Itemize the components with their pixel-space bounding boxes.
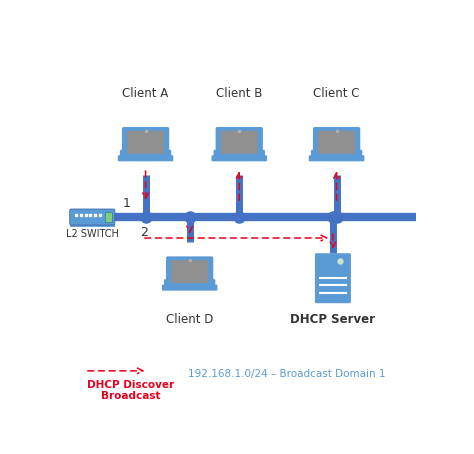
FancyBboxPatch shape <box>311 150 362 159</box>
FancyBboxPatch shape <box>211 155 267 161</box>
Text: 192.168.1.0/24 – Broadcast Domain 1: 192.168.1.0/24 – Broadcast Domain 1 <box>188 370 385 380</box>
Text: 1: 1 <box>123 197 131 210</box>
Text: Client C: Client C <box>313 87 360 100</box>
FancyBboxPatch shape <box>122 127 169 158</box>
FancyBboxPatch shape <box>105 212 112 222</box>
FancyBboxPatch shape <box>70 209 115 225</box>
FancyBboxPatch shape <box>171 260 208 283</box>
FancyBboxPatch shape <box>309 155 365 161</box>
Text: Client B: Client B <box>216 87 263 100</box>
FancyBboxPatch shape <box>318 131 355 154</box>
FancyBboxPatch shape <box>162 285 218 291</box>
FancyBboxPatch shape <box>118 155 173 161</box>
FancyBboxPatch shape <box>315 253 351 303</box>
FancyBboxPatch shape <box>127 131 164 154</box>
FancyBboxPatch shape <box>221 131 258 154</box>
FancyBboxPatch shape <box>120 150 171 159</box>
Text: DHCP Discover
Broadcast: DHCP Discover Broadcast <box>87 380 174 401</box>
Text: Client A: Client A <box>122 87 169 100</box>
FancyBboxPatch shape <box>313 127 360 158</box>
FancyBboxPatch shape <box>213 150 265 159</box>
Text: Client D: Client D <box>166 313 213 326</box>
Text: L2 SWITCH: L2 SWITCH <box>66 229 119 239</box>
FancyBboxPatch shape <box>164 279 215 289</box>
Text: 2: 2 <box>140 226 148 239</box>
FancyBboxPatch shape <box>166 257 213 287</box>
FancyBboxPatch shape <box>216 127 263 158</box>
Text: DHCP Server: DHCP Server <box>291 313 375 326</box>
